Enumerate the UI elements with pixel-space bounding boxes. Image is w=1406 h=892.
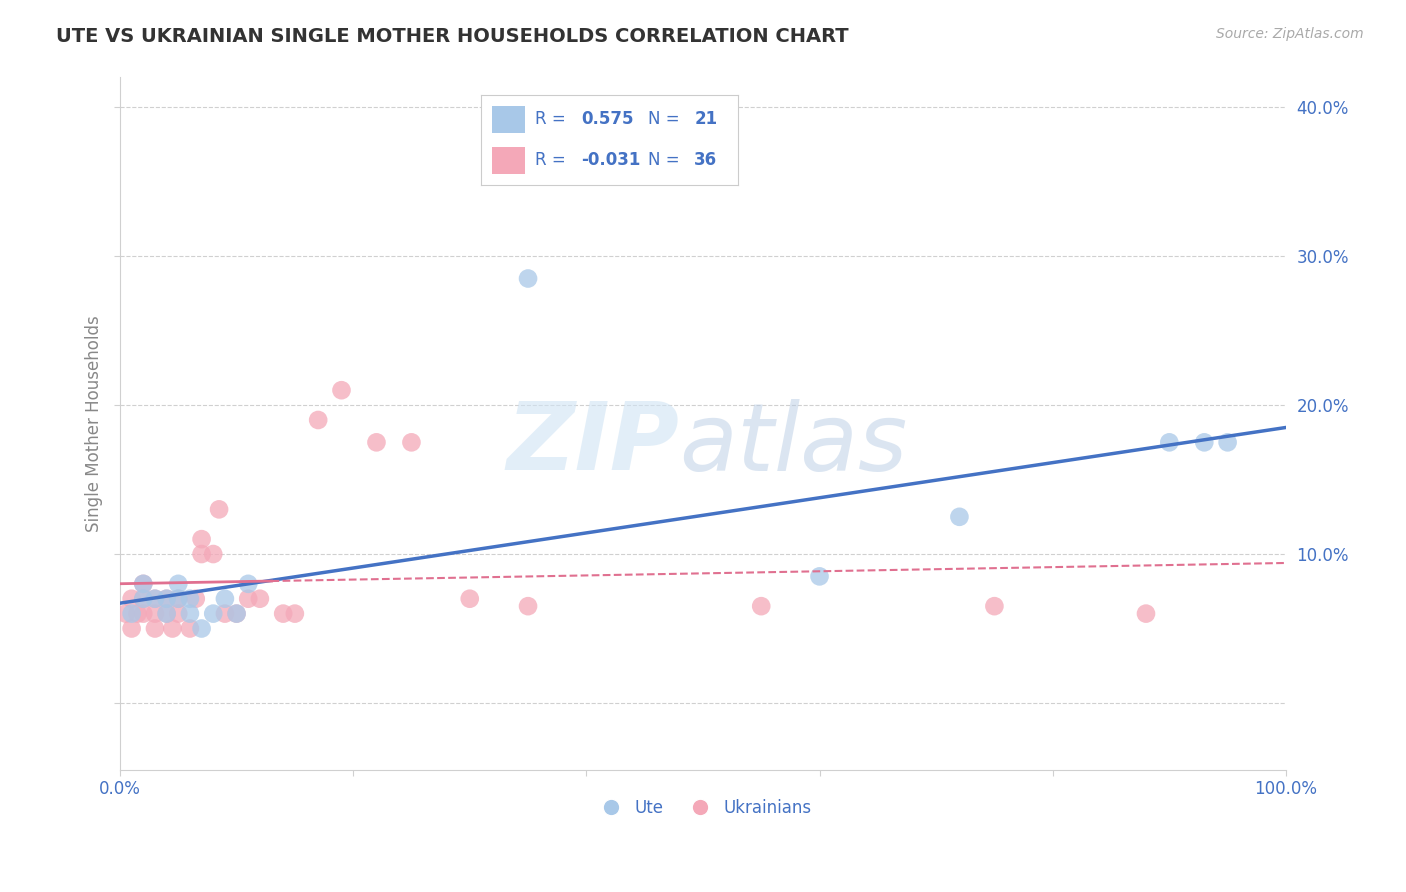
Point <box>202 607 225 621</box>
Point <box>143 622 166 636</box>
Point <box>214 591 236 606</box>
Point <box>155 591 177 606</box>
Point <box>1159 435 1181 450</box>
Point <box>1194 435 1216 450</box>
Point <box>121 622 143 636</box>
Point <box>184 591 207 606</box>
Point <box>225 607 247 621</box>
Point <box>143 591 166 606</box>
Point <box>143 607 166 621</box>
Point <box>121 607 143 621</box>
Point <box>155 607 177 621</box>
Point <box>284 607 307 621</box>
Point <box>307 413 329 427</box>
Point <box>458 591 481 606</box>
Text: Source: ZipAtlas.com: Source: ZipAtlas.com <box>1216 27 1364 41</box>
Point <box>808 569 831 583</box>
Point <box>132 591 155 606</box>
Point <box>132 577 155 591</box>
Point <box>114 607 136 621</box>
Point <box>401 435 423 450</box>
Point <box>1135 607 1157 621</box>
Point <box>749 599 772 614</box>
Point <box>132 577 155 591</box>
Point <box>366 435 388 450</box>
Point <box>271 607 294 621</box>
Point <box>983 599 1005 614</box>
Point <box>214 607 236 621</box>
Point <box>190 532 212 546</box>
Point <box>167 607 190 621</box>
Text: UTE VS UKRAINIAN SINGLE MOTHER HOUSEHOLDS CORRELATION CHART: UTE VS UKRAINIAN SINGLE MOTHER HOUSEHOLD… <box>56 27 849 45</box>
Text: atlas: atlas <box>679 399 908 490</box>
Point <box>190 547 212 561</box>
Text: ZIP: ZIP <box>506 399 679 491</box>
Point <box>155 591 177 606</box>
Point <box>225 607 247 621</box>
Point <box>179 622 201 636</box>
Point <box>948 509 970 524</box>
Point <box>1216 435 1239 450</box>
Point <box>238 577 260 591</box>
Legend: Ute, Ukrainians: Ute, Ukrainians <box>588 793 818 824</box>
Point <box>167 591 190 606</box>
Point <box>179 607 201 621</box>
Point <box>127 607 149 621</box>
Point <box>238 591 260 606</box>
Point <box>167 577 190 591</box>
Point <box>202 547 225 561</box>
Point <box>132 591 155 606</box>
Point <box>330 383 353 397</box>
Point <box>249 591 271 606</box>
Point <box>190 622 212 636</box>
Y-axis label: Single Mother Households: Single Mother Households <box>86 316 103 533</box>
Point <box>517 599 540 614</box>
Point <box>155 607 177 621</box>
Point <box>208 502 231 516</box>
Point <box>121 591 143 606</box>
Point <box>162 622 184 636</box>
Point <box>143 591 166 606</box>
Point <box>517 271 540 285</box>
Point <box>167 591 190 606</box>
Point <box>132 607 155 621</box>
Point <box>179 591 201 606</box>
